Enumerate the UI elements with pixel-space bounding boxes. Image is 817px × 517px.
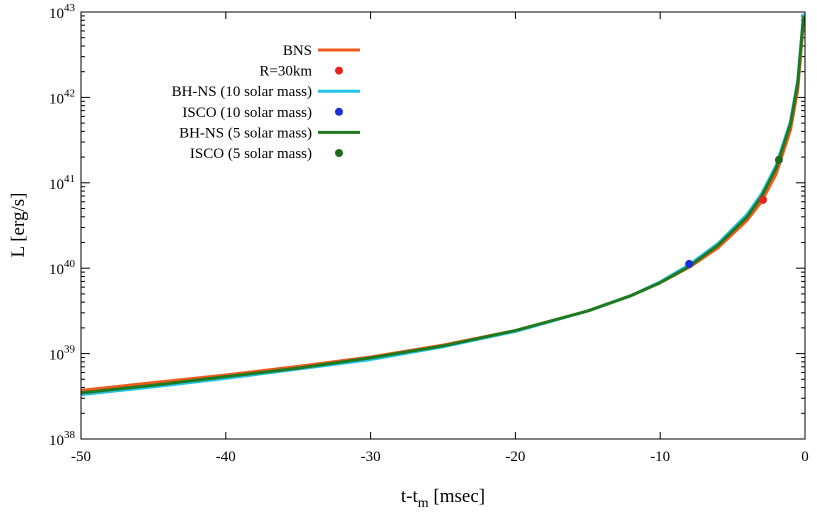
y-tick-exponent: 42: [64, 87, 75, 99]
x-tick-label: -30: [361, 449, 381, 465]
y-tick-label: 1043: [49, 2, 76, 22]
x-axis-title-main: t-t: [401, 486, 419, 507]
data-point-r-30km: [759, 195, 768, 204]
y-axis-title: L [erg/s]: [8, 193, 29, 258]
legend: BNS R=30km BH-NS (10 solar mass) ISCO (10 s…: [172, 43, 360, 162]
axis-ticks: [80, 11, 806, 440]
x-tick-label: -20: [505, 449, 525, 465]
x-axis-title-units: [msec]: [429, 486, 485, 507]
x-tick-label: -10: [650, 449, 670, 465]
plot-frame: [80, 11, 806, 440]
legend-point-swatch: [335, 149, 343, 157]
y-tick-base: 10: [49, 91, 64, 107]
legend-label: ISCO (10 solar mass): [182, 105, 312, 121]
y-tick-exponent: 41: [64, 173, 75, 185]
x-tick-label: -40: [216, 449, 236, 465]
y-tick-exponent: 38: [64, 429, 76, 441]
x-tick-label: -50: [71, 449, 91, 465]
y-tick-label: 1041: [49, 173, 75, 193]
y-tick-label: 1042: [49, 87, 75, 107]
y-tick-base: 10: [49, 433, 64, 449]
legend-label: BH-NS (5 solar mass): [179, 125, 312, 141]
y-tick-base: 10: [49, 177, 64, 193]
y-tick-label: 1038: [49, 429, 76, 449]
legend-label: BNS: [283, 43, 312, 59]
legend-label: ISCO (5 solar mass): [190, 146, 312, 162]
x-axis-title-sub: m: [418, 496, 429, 511]
legend-label: BH-NS (10 solar mass): [172, 84, 312, 100]
y-tick-base: 10: [49, 262, 64, 278]
plot-series: [80, 13, 806, 397]
y-tick-base: 10: [49, 348, 64, 364]
y-tick-label: 1040: [49, 258, 76, 278]
legend-point-swatch: [335, 66, 343, 75]
data-point-isco-5-solar-mass-: [774, 155, 783, 164]
x-axis-title: t-tm [msec]: [401, 486, 485, 511]
legend-point-swatch: [335, 107, 343, 116]
y-tick-base: 10: [49, 6, 64, 22]
y-tick-exponent: 39: [64, 344, 76, 356]
y-tick-exponent: 43: [64, 2, 76, 14]
series-line-bns: [80, 20, 806, 392]
legend-label: R=30km: [259, 64, 312, 80]
y-tick-exponent: 40: [64, 258, 76, 270]
series-line-bh-ns-5-solar-mass-: [80, 16, 806, 395]
data-point-isco-10-solar-mass-: [685, 259, 694, 268]
y-tick-label: 1039: [49, 344, 76, 364]
x-tick-label: 0: [801, 449, 809, 465]
series-line-bh-ns-10-solar-mass-: [80, 13, 806, 397]
